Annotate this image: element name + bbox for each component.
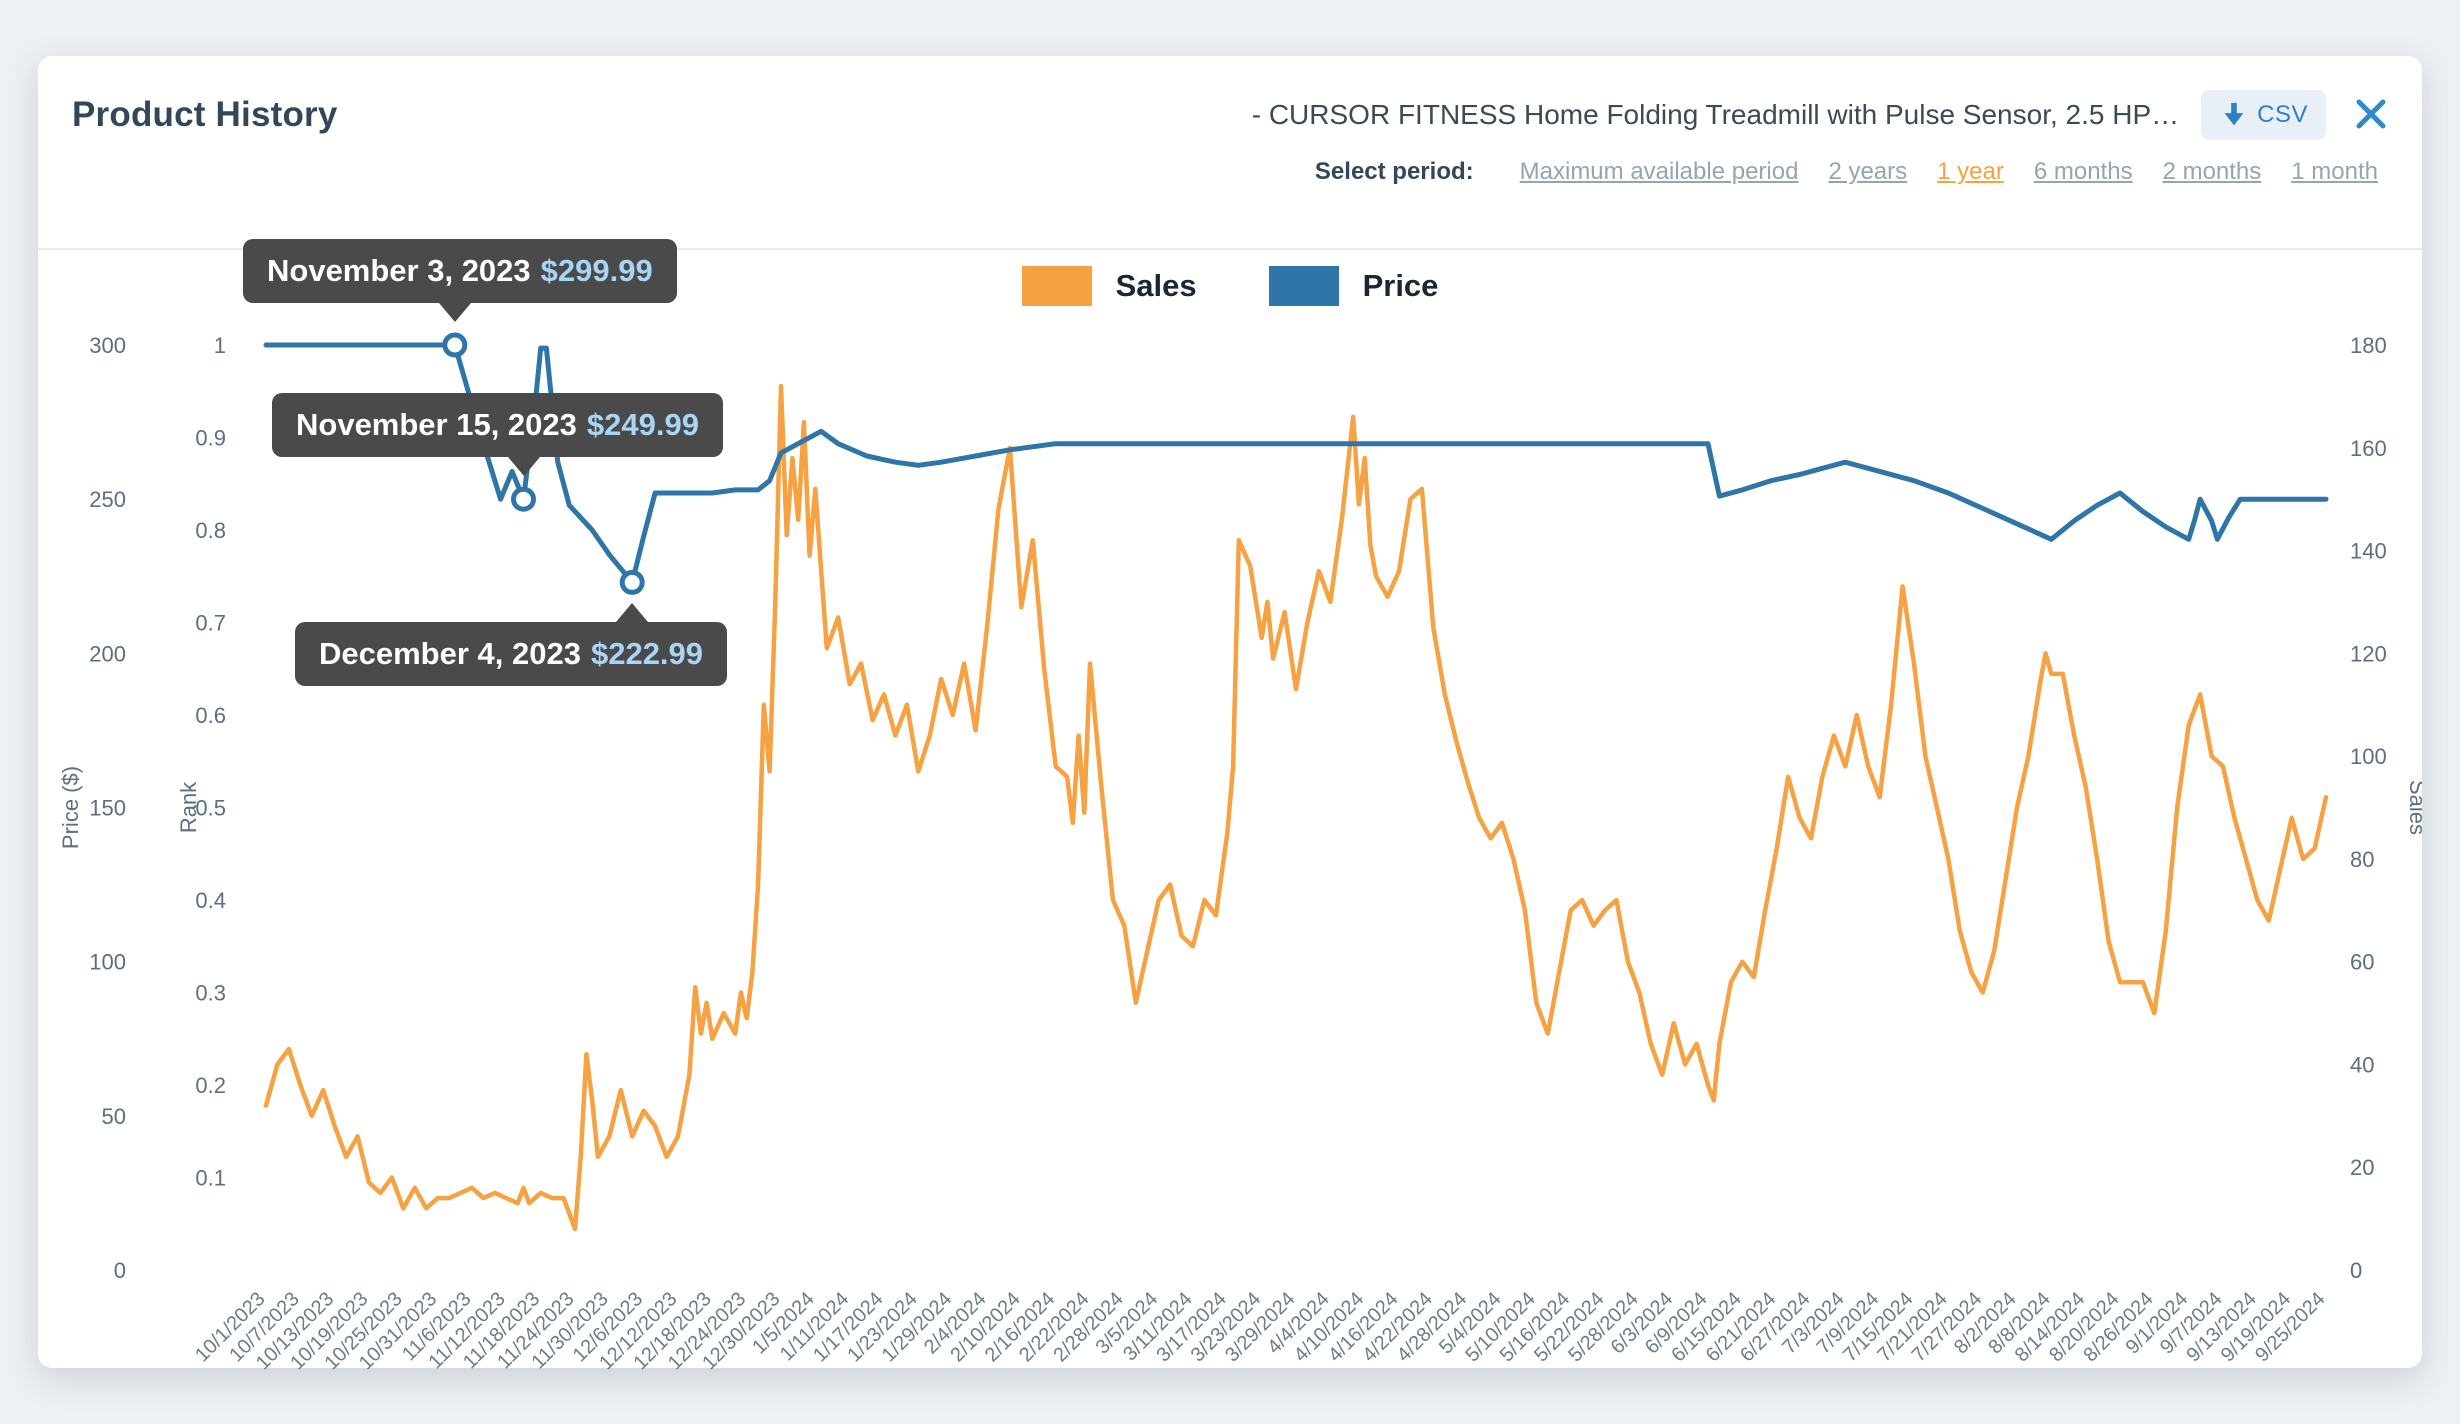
price-axis-title: Price ($) <box>58 766 83 849</box>
csv-download-button[interactable]: CSV <box>2201 90 2326 140</box>
sales-line <box>263 383 2329 1232</box>
sales-axis-tick: 120 <box>2350 641 2387 666</box>
product-title: - CURSOR FITNESS Home Folding Treadmill … <box>1251 99 2180 130</box>
period-option-6-months[interactable]: 6 months <box>2033 158 2133 185</box>
sales-axis-title: Sales <box>2405 780 2422 835</box>
price-point-marker <box>442 332 468 358</box>
annotation-tooltip: December 4, 2023 $222.99 <box>295 603 728 686</box>
price-point-marker <box>511 486 536 512</box>
modal-header: Product History - CURSOR FITNESS Home Fo… <box>38 56 2422 140</box>
period-options: Maximum available period 2 years 1 year 6 m… <box>1520 158 2378 186</box>
page-title: Product History <box>72 95 338 134</box>
chart-legend: Sales Price <box>38 266 2422 306</box>
period-option-2-months[interactable]: 2 months <box>2162 158 2262 185</box>
product-history-modal: Product History - CURSOR FITNESS Home Fo… <box>38 56 2422 1370</box>
price-legend-label: Price <box>1362 268 1439 303</box>
header-actions: - CURSOR FITNESS Home Folding Treadmill … <box>1252 90 2394 140</box>
sales-axis-tick: 40 <box>2350 1052 2374 1077</box>
annotation-price: $249.99 <box>586 407 699 442</box>
price-axis-tick: 50 <box>102 1104 126 1129</box>
annotation-tooltip: November 15, 2023 $249.99 <box>272 393 723 476</box>
sales-axis-tick: 100 <box>2350 744 2387 769</box>
sales-axis-tick: 140 <box>2350 539 2387 564</box>
period-option-1-year[interactable]: 1 year <box>1937 158 2004 185</box>
close-icon <box>2356 99 2386 128</box>
sales-axis-tick: 60 <box>2350 950 2374 975</box>
legend-item-price[interactable]: Price <box>1268 266 1439 306</box>
price-axis-tick: 200 <box>89 641 126 666</box>
rank-axis-tick: 0.9 <box>195 426 226 451</box>
period-selector: Select period: Maximum available period 2… <box>38 140 2422 186</box>
rank-axis-tick: 1 <box>214 333 226 358</box>
sales-axis-tick: 20 <box>2350 1155 2374 1180</box>
price-axis-tick: 0 <box>114 1258 126 1283</box>
rank-axis-tick: 0.6 <box>195 703 226 728</box>
rank-axis-tick: 0.2 <box>195 1073 226 1098</box>
annotation-price: $299.99 <box>540 253 653 288</box>
product-history-chart[interactable]: 0501001502002503000.10.20.30.40.50.60.70… <box>38 250 2422 1370</box>
rank-axis-tick: 0.8 <box>195 518 226 543</box>
rank-axis-tick: 0.5 <box>195 796 226 821</box>
annotation-date: November 15, 2023 <box>296 407 577 442</box>
annotation-date: December 4, 2023 <box>319 636 581 671</box>
close-button[interactable] <box>2348 91 2394 140</box>
sales-axis-tick: 160 <box>2350 436 2387 461</box>
price-legend-swatch <box>1268 266 1339 306</box>
legend-item-sales[interactable]: Sales <box>1021 266 1197 306</box>
price-axis-tick: 150 <box>89 796 126 821</box>
annotation-price: $222.99 <box>590 636 704 671</box>
rank-axis-title: Rank <box>176 781 201 833</box>
price-axis-tick: 300 <box>89 333 126 358</box>
period-selector-label: Select period: <box>1314 158 1474 185</box>
sales-legend-swatch <box>1021 266 1092 306</box>
chart-area: Sales Price 0 50 100 150 200 250 300 0.1 0.2 0.3 0… <box>38 239 2422 1370</box>
annotation-date: November 3, 2023 <box>267 253 531 288</box>
sales-axis-tick: 0 <box>2350 1258 2362 1283</box>
period-option-maximum-available-period[interactable]: Maximum available period <box>1519 158 1799 185</box>
csv-button-label: CSV <box>2257 101 2308 128</box>
price-point-marker <box>619 569 645 595</box>
price-line <box>263 342 2329 585</box>
rank-axis-tick: 0.4 <box>195 888 226 913</box>
sales-axis-tick: 180 <box>2350 333 2387 358</box>
price-axis-tick: 250 <box>89 487 126 512</box>
rank-axis-tick: 0.7 <box>195 611 226 636</box>
rank-axis-tick: 0.1 <box>195 1166 226 1191</box>
price-axis-tick: 100 <box>89 950 126 975</box>
annotation-tooltip: November 3, 2023 $299.99 <box>243 239 677 322</box>
download-arrow-icon <box>2224 102 2244 126</box>
period-option-2-years[interactable]: 2 years <box>1828 158 1908 185</box>
sales-legend-label: Sales <box>1115 268 1197 303</box>
sales-axis-tick: 80 <box>2350 847 2374 872</box>
period-option-1-month[interactable]: 1 month <box>2291 158 2378 185</box>
rank-axis-tick: 0.3 <box>195 981 226 1006</box>
